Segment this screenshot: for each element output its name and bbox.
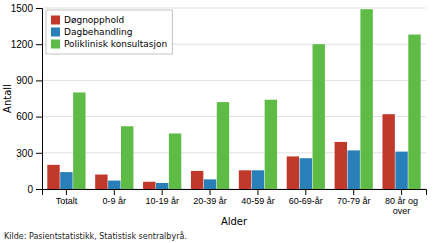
x-tick-mark: [353, 189, 354, 195]
x-tick: 0-9 år: [103, 189, 127, 206]
bar: [204, 179, 216, 189]
x-tick-label: Totalt: [56, 196, 78, 206]
y-tick-label: 900: [16, 75, 33, 86]
bar: [408, 35, 420, 189]
legend-swatch: [51, 16, 60, 25]
bar: [169, 133, 181, 189]
y-tick-mark: [36, 117, 42, 118]
y-tick: 1500: [11, 3, 42, 14]
bar: [60, 172, 72, 189]
bar: [300, 158, 312, 189]
bar: [108, 181, 120, 189]
bar: [265, 100, 277, 189]
x-tick-label: 80 år ogover: [385, 196, 418, 216]
bar-series: [60, 150, 408, 189]
bar: [313, 44, 325, 189]
x-tick: 60-69-år: [289, 189, 323, 206]
chart: 0 300 600 900 1200 1500 Totalt 0-9 år 10-19 år 20…: [0, 0, 434, 243]
x-tick-label-line: 10-19 år: [145, 196, 179, 206]
x-axis-line: [43, 190, 427, 196]
legend-label: Dagbehandling: [64, 27, 132, 37]
x-tick-label: 40-59 år: [241, 196, 275, 206]
legend-item: Dagbehandling: [51, 27, 132, 37]
bar: [348, 150, 360, 189]
x-tick-label-line: over: [393, 206, 411, 216]
x-axis: Totalt 0-9 år 10-19 år 20-39 år 40-59 år 60-6…: [43, 189, 427, 216]
bar: [217, 102, 229, 189]
y-axis-line: [36, 9, 43, 190]
bar: [73, 92, 85, 189]
x-axis-title: Alder: [221, 216, 248, 227]
legend-item: Døgnopphold: [51, 15, 124, 25]
legend-label: Døgnopphold: [64, 15, 124, 25]
x-tick: 70-79 år: [337, 189, 371, 206]
legend-swatch: [51, 40, 60, 49]
x-tick-mark: [401, 189, 402, 195]
y-tick-mark: [36, 80, 42, 81]
bar: [95, 175, 107, 189]
bar: [252, 170, 264, 189]
x-tick-label-line: 40-59 år: [241, 196, 275, 206]
bar: [239, 170, 251, 189]
grid: [42, 8, 426, 189]
y-tick-label: 1500: [11, 3, 34, 14]
bar: [395, 152, 407, 189]
bar: [287, 156, 299, 189]
x-tick-label-line: 60-69-år: [289, 196, 323, 206]
x-tick-label-line: 0-9 år: [103, 196, 127, 206]
bar: [335, 142, 347, 189]
bars: [47, 9, 420, 189]
legend-frame: [46, 10, 172, 54]
x-tick-label: 10-19 år: [145, 196, 179, 206]
y-tick-label: 1200: [11, 39, 34, 50]
x-tick-label-line: 20-39 år: [193, 196, 227, 206]
annotation: Kilde: Pasientstatistikk, Statistisk sen…: [4, 231, 187, 241]
x-tick-mark: [210, 189, 211, 195]
bar: [382, 114, 394, 189]
bar: [156, 183, 168, 189]
y-tick-mark: [36, 44, 42, 45]
y-tick-label: 0: [27, 184, 33, 195]
y-tick: 900: [16, 75, 42, 86]
x-tick-mark: [66, 189, 67, 195]
legend: Døgnopphold Dagbehandling Poliklinisk kons…: [46, 10, 172, 54]
x-tick-label-line: 80 år og: [385, 196, 418, 206]
x-tick-mark: [305, 189, 306, 195]
x-tick-mark: [257, 189, 258, 195]
y-tick: 1200: [11, 39, 42, 50]
y-tick-mark: [36, 8, 42, 9]
y-tick-label: 300: [16, 148, 33, 159]
y-tick-mark: [36, 153, 42, 154]
legend-item: Poliklinisk konsultasjon: [51, 39, 167, 49]
grid-line: [42, 8, 426, 9]
x-tick-mark: [114, 189, 115, 195]
x-tick: 80 år ogover: [385, 189, 418, 216]
bar: [47, 165, 59, 189]
x-tick: 40-59 år: [241, 189, 275, 206]
x-tick: 20-39 år: [193, 189, 227, 206]
legend-swatch: [51, 28, 60, 37]
y-tick: 300: [16, 148, 42, 159]
legend-label: Poliklinisk konsultasjon: [64, 39, 167, 49]
x-tick-label-line: Totalt: [56, 196, 78, 206]
bar: [121, 126, 133, 189]
x-tick-label: 0-9 år: [103, 196, 127, 206]
x-tick-label: 60-69-år: [289, 196, 323, 206]
x-tick: 10-19 år: [145, 189, 179, 206]
y-tick: 600: [16, 111, 42, 122]
bar: [143, 182, 155, 189]
bar: [360, 9, 372, 189]
x-tick-label: 70-79 år: [337, 196, 371, 206]
plot: 0 300 600 900 1200 1500 Totalt 0-9 år 10-19 år 20…: [11, 3, 427, 217]
x-tick: Totalt: [56, 189, 78, 206]
y-tick: 0: [27, 184, 42, 195]
x-tick-label: 20-39 år: [193, 196, 227, 206]
bar: [191, 171, 203, 189]
y-tick-label: 600: [16, 111, 33, 122]
y-tick-mark: [36, 189, 42, 190]
y-axis-title: Antall: [2, 84, 13, 113]
y-axis: 0 300 600 900 1200 1500: [11, 3, 43, 195]
x-tick-mark: [162, 189, 163, 195]
x-tick-label-line: 70-79 år: [337, 196, 371, 206]
